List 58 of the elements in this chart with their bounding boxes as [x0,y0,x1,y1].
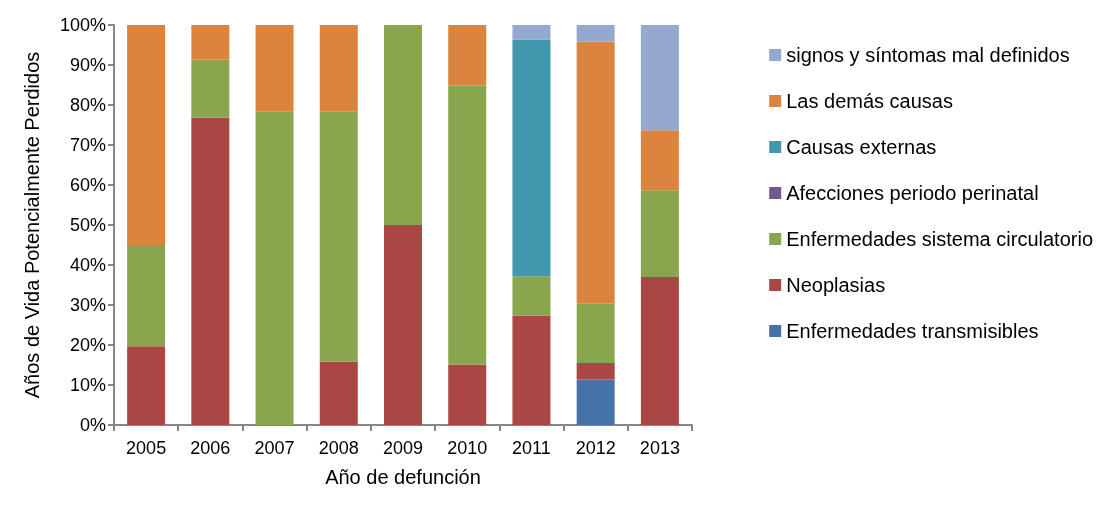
legend-label: Las demás causas [786,90,953,112]
bar [576,25,615,42]
bar [384,225,422,425]
y-tick-label: 10% [69,375,106,395]
bar [512,39,551,277]
bar [191,59,230,118]
x-tick-label: 2006 [190,438,231,458]
bar [640,130,679,191]
y-tick-label: 70% [69,135,106,155]
x-tick-label: 2011 [512,438,551,458]
bar [127,25,166,245]
y-tick-label: 90% [69,55,106,75]
bar [448,25,487,86]
bar [640,190,679,277]
y-tick-label: 80% [69,95,106,115]
bar [576,41,615,304]
bar [640,25,679,131]
bar [127,245,166,347]
bar [319,25,358,112]
bar [576,363,615,380]
bar [512,315,551,425]
y-tick-label: 40% [69,255,106,275]
x-tick-label: 2005 [126,438,167,458]
y-tick-label: 50% [69,215,106,235]
legend-label: Neoplasias [786,274,886,296]
x-tick-label: 2012 [575,438,616,458]
bar [384,25,422,225]
bar [319,111,358,362]
x-tick-label: 2007 [254,438,295,458]
bar [191,25,230,60]
y-tick-label: 0% [79,415,106,435]
bar [448,85,487,365]
y-tick-label: 30% [69,295,106,315]
x-tick-label: 2010 [447,438,488,458]
bar [640,277,679,425]
bar [576,303,615,363]
y-tick-label: 60% [69,175,106,195]
legend-label: Enfermedades sistema circulatorio [786,228,1093,250]
bar [191,117,230,425]
y-axis-title: Años de Vida Potencialmente Perdidos [21,51,43,399]
bar [319,361,358,425]
legend-label: Afecciones periodo perinatal [786,182,1039,204]
x-axis-title: Año de defunción [325,466,481,488]
x-tick-label: 2013 [639,438,680,458]
x-tick-label: 2009 [382,438,424,458]
bar [255,25,294,112]
legend-label: Causas externas [786,136,937,158]
x-tick-label: 2008 [318,438,359,458]
legend-label: signos y síntomas mal definidos [786,44,1070,66]
bar [448,364,487,425]
y-tick-label: 20% [69,335,106,355]
bar [576,379,615,425]
bar [512,276,551,316]
y-tick-label: 100% [59,15,106,35]
bar [255,111,294,425]
bar [512,25,551,40]
bar [127,346,166,425]
legend-label: Enfermedades transmisibles [786,320,1039,342]
